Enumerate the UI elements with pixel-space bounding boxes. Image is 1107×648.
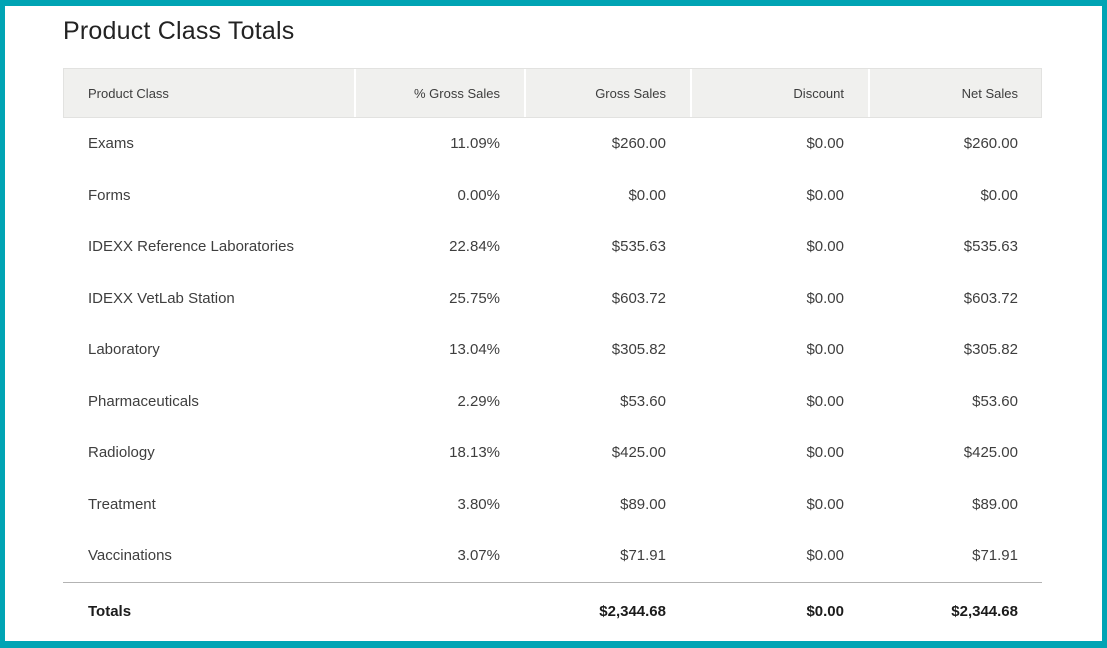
cell-product-class: IDEXX Reference Laboratories	[88, 238, 294, 256]
column-header-discount: Discount	[690, 68, 868, 118]
product-class-totals-table: Product Class % Gross Sales Gross Sales …	[63, 68, 1042, 640]
cell-net-sales: $71.91	[972, 547, 1018, 565]
cell-pct-gross-sales: 3.80%	[457, 495, 500, 513]
cell-gross-sales: $535.63	[611, 238, 666, 256]
cell-net-sales: $425.00	[963, 444, 1018, 462]
cell-discount: $0.00	[806, 341, 844, 359]
cell-pct-gross-sales: 25.75%	[449, 289, 500, 307]
cell-net-sales: $305.82	[963, 341, 1018, 359]
cell-pct-gross-sales: 2.29%	[457, 392, 500, 410]
cell-discount: $0.00	[806, 444, 844, 462]
cell-gross-sales: $71.91	[620, 547, 666, 565]
cell-gross-sales: $305.82	[611, 341, 666, 359]
table-row: Vaccinations 3.07% $71.91 $0.00 $71.91	[63, 530, 1042, 582]
cell-product-class: IDEXX VetLab Station	[88, 289, 235, 307]
cell-product-class: Treatment	[88, 495, 156, 513]
cell-product-class: Exams	[88, 135, 134, 153]
column-header-net-sales: Net Sales	[868, 68, 1042, 118]
cell-net-sales: $0.00	[980, 186, 1018, 204]
totals-pct-gross-sales	[354, 583, 524, 640]
cell-product-class: Radiology	[88, 444, 155, 462]
cell-discount: $0.00	[806, 135, 844, 153]
cell-pct-gross-sales: 22.84%	[449, 238, 500, 256]
cell-net-sales: $535.63	[963, 238, 1018, 256]
totals-net-sales: $2,344.68	[951, 602, 1018, 620]
totals-gross-sales: $2,344.68	[599, 602, 666, 620]
cell-pct-gross-sales: 3.07%	[457, 547, 500, 565]
totals-discount: $0.00	[806, 602, 844, 620]
cell-discount: $0.00	[806, 392, 844, 410]
cell-pct-gross-sales: 0.00%	[457, 186, 500, 204]
cell-gross-sales: $53.60	[620, 392, 666, 410]
cell-pct-gross-sales: 11.09%	[450, 135, 500, 153]
table-row: IDEXX Reference Laboratories 22.84% $535.6…	[63, 221, 1042, 273]
table-row: Radiology 18.13% $425.00 $0.00 $425.00	[63, 427, 1042, 479]
cell-gross-sales: $603.72	[611, 289, 666, 307]
cell-discount: $0.00	[806, 547, 844, 565]
table-row: Laboratory 13.04% $305.82 $0.00 $305.82	[63, 324, 1042, 376]
cell-product-class: Forms	[88, 186, 131, 204]
table-row: Treatment 3.80% $89.00 $0.00 $89.00	[63, 479, 1042, 531]
totals-row: Totals $2,344.68 $0.00 $2,344.68	[63, 581, 1042, 640]
column-header-product-class: Product Class	[88, 85, 169, 101]
cell-gross-sales: $0.00	[628, 186, 666, 204]
cell-discount: $0.00	[806, 289, 844, 307]
cell-net-sales: $603.72	[963, 289, 1018, 307]
table-row: Exams 11.09% $260.00 $0.00 $260.00	[63, 118, 1042, 170]
cell-gross-sales: $89.00	[620, 495, 666, 513]
cell-discount: $0.00	[806, 238, 844, 256]
cell-product-class: Vaccinations	[88, 547, 172, 565]
cell-pct-gross-sales: 18.13%	[449, 444, 500, 462]
cell-gross-sales: $425.00	[611, 444, 666, 462]
totals-label: Totals	[88, 602, 132, 620]
cell-net-sales: $260.00	[963, 135, 1018, 153]
cell-discount: $0.00	[806, 495, 844, 513]
page-title: Product Class Totals	[63, 17, 295, 45]
cell-discount: $0.00	[806, 186, 844, 204]
cell-product-class: Pharmaceuticals	[88, 392, 199, 410]
table-header-row: Product Class % Gross Sales Gross Sales …	[63, 68, 1042, 118]
table-row: IDEXX VetLab Station 25.75% $603.72 $0.00 $6…	[63, 273, 1042, 325]
cell-gross-sales: $260.00	[611, 135, 666, 153]
cell-net-sales: $53.60	[972, 392, 1018, 410]
column-header-gross-sales: Gross Sales	[524, 68, 690, 118]
cell-product-class: Laboratory	[88, 341, 160, 359]
table-row: Pharmaceuticals 2.29% $53.60 $0.00 $53.60	[63, 376, 1042, 428]
column-header-pct-gross-sales: % Gross Sales	[354, 68, 524, 118]
cell-pct-gross-sales: 13.04%	[449, 341, 500, 359]
table-row: Forms 0.00% $0.00 $0.00 $0.00	[63, 170, 1042, 222]
table-body: Exams 11.09% $260.00 $0.00 $260.00 Forms 0.00%…	[63, 118, 1042, 582]
cell-net-sales: $89.00	[972, 495, 1018, 513]
